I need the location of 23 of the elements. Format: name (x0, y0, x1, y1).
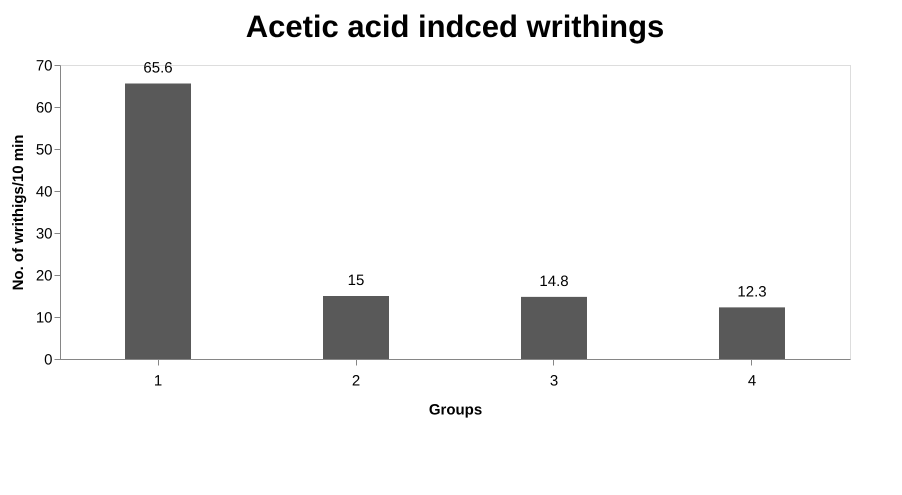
y-tick-label: 70 (36, 58, 52, 74)
x-tick-label: 3 (550, 372, 558, 390)
y-tick-label: 20 (36, 268, 52, 284)
y-axis-title: No. of writhigs/10 min (10, 134, 27, 290)
y-tick-label: 30 (36, 226, 52, 242)
data-label: 14.8 (539, 272, 569, 290)
x-tick-label: 1 (154, 372, 162, 390)
y-tick-label: 50 (36, 142, 52, 158)
y-tick-label: 60 (36, 100, 52, 116)
x-tick-label: 2 (352, 372, 360, 390)
data-label: 65.6 (143, 59, 173, 76)
bar (125, 83, 192, 359)
data-label: 12.3 (737, 283, 767, 300)
x-axis-title: Groups (428, 402, 482, 418)
bar (520, 296, 587, 359)
y-tick-label: 40 (36, 184, 52, 200)
bar (718, 307, 785, 359)
data-label: 15 (348, 272, 364, 289)
x-tick-label: 4 (748, 372, 756, 390)
y-tick-label: 0 (44, 352, 52, 368)
chart-title: Acetic acid indced writhings (246, 9, 664, 44)
bar (323, 296, 390, 359)
y-tick-label: 10 (36, 310, 52, 326)
